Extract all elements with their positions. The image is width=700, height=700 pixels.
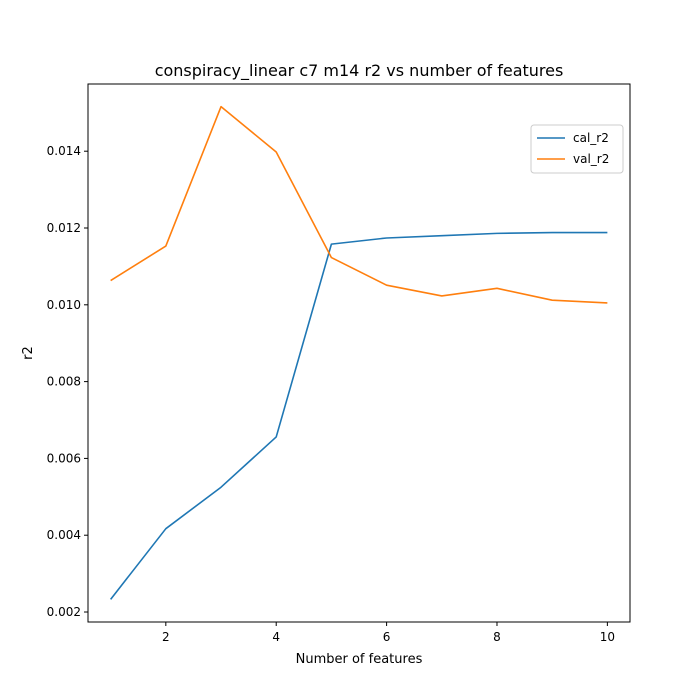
series-line-val_r2 <box>110 105 608 304</box>
plot-area: 2 4 6 8 10 0.002 0.004 0.006 0.008 0.010 0.012 0.01… <box>47 83 631 644</box>
legend-label-cal_r2: cal_r2 <box>573 131 609 145</box>
series-line-cal_r2 <box>109 231 608 600</box>
y-axis-label: r2 <box>21 346 36 360</box>
legend: cal_r2 val_r2 <box>530 124 624 174</box>
y-tick-label: 0.008 <box>47 375 81 389</box>
legend-label-val_r2: val_r2 <box>573 152 609 166</box>
plot-frame <box>87 83 631 623</box>
y-tick-label: 0.002 <box>47 605 81 619</box>
x-tick-label: 2 <box>162 630 170 644</box>
x-tick-label: 10 <box>600 630 615 644</box>
legend-box <box>530 124 624 174</box>
x-tick-label: 8 <box>493 630 501 644</box>
x-tick-label: 6 <box>383 630 391 644</box>
y-tick-label: 0.010 <box>47 298 81 312</box>
x-tick-label: 4 <box>272 630 280 644</box>
x-axis-label: Number of features <box>296 652 423 667</box>
y-tick-label: 0.006 <box>47 451 81 465</box>
chart-title: conspiracy_linear c7 m14 r2 vs number of… <box>155 61 564 81</box>
y-tick-label: 0.004 <box>47 528 81 542</box>
y-tick-label: 0.014 <box>47 144 81 158</box>
y-tick-label: 0.012 <box>47 221 81 235</box>
